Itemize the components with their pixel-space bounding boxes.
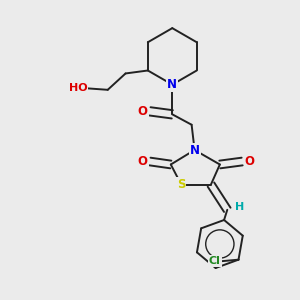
Text: S: S <box>177 178 185 191</box>
Text: O: O <box>244 155 255 168</box>
Text: N: N <box>167 78 177 91</box>
Text: N: N <box>190 143 200 157</box>
Text: O: O <box>138 155 148 168</box>
Text: Cl: Cl <box>209 256 221 266</box>
Text: HO: HO <box>69 83 87 93</box>
Text: H: H <box>235 202 244 212</box>
Text: O: O <box>138 105 148 118</box>
